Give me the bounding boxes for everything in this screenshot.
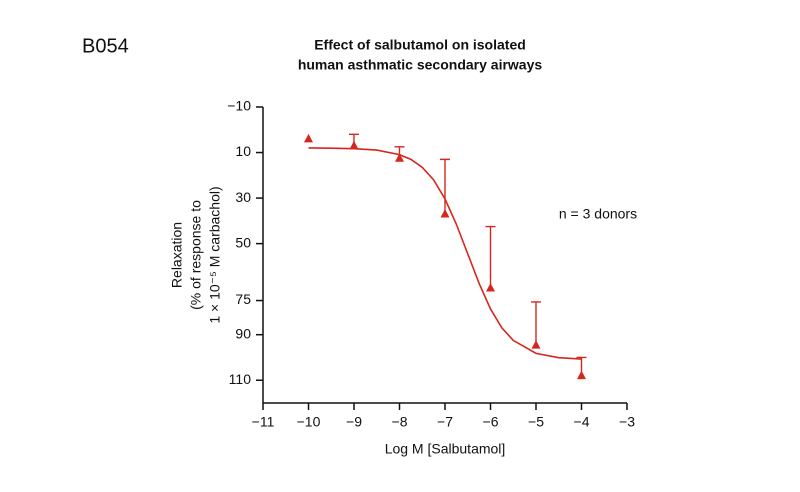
y-tick-label: 30 xyxy=(235,189,251,205)
x-tick-label: −11 xyxy=(252,414,275,430)
y-tick-label: 10 xyxy=(235,143,251,159)
x-tick-label: −8 xyxy=(392,414,408,430)
error-bar xyxy=(440,158,450,215)
x-tick-label: −3 xyxy=(619,414,635,430)
y-axis-label: Relaxation (% of response to 1 × 10⁻⁵ M … xyxy=(169,186,223,323)
y-axis-label-line: Relaxation xyxy=(169,222,185,288)
annotation: n = 3 donors xyxy=(559,206,637,222)
y-tick-label: 75 xyxy=(235,291,251,307)
chart-title: human asthmatic secondary airways xyxy=(298,57,543,73)
y-tick-label: 50 xyxy=(235,234,251,250)
data-point xyxy=(440,209,450,218)
fit-curve xyxy=(308,147,582,360)
y-axis-label-line: (% of response to xyxy=(188,200,204,310)
y-tick-label: 110 xyxy=(229,371,252,387)
x-axis-label: Log M [Salbutamol] xyxy=(385,441,506,457)
y-axis-label-line: 1 × 10⁻⁵ M carbachol) xyxy=(207,186,223,323)
data-point xyxy=(395,153,404,162)
x-tick-label: −5 xyxy=(528,414,544,430)
x-tick-label: −9 xyxy=(346,414,362,430)
x-tick-label: −7 xyxy=(437,414,453,430)
data-point xyxy=(531,340,541,349)
y-tick-label: −10 xyxy=(227,98,251,114)
data-point xyxy=(577,370,586,380)
data-point xyxy=(349,140,359,150)
y-tick-label: 90 xyxy=(235,325,251,341)
figure-id: B054 xyxy=(82,35,129,57)
data-point xyxy=(486,283,495,292)
chart-title: Effect of salbutamol on isolated xyxy=(314,37,526,53)
error-bar xyxy=(485,225,496,289)
x-tick-label: −6 xyxy=(483,414,499,430)
x-tick-label: −10 xyxy=(297,414,321,430)
data-point xyxy=(304,133,313,143)
error-bar xyxy=(531,301,541,346)
x-tick-label: −4 xyxy=(574,414,590,430)
